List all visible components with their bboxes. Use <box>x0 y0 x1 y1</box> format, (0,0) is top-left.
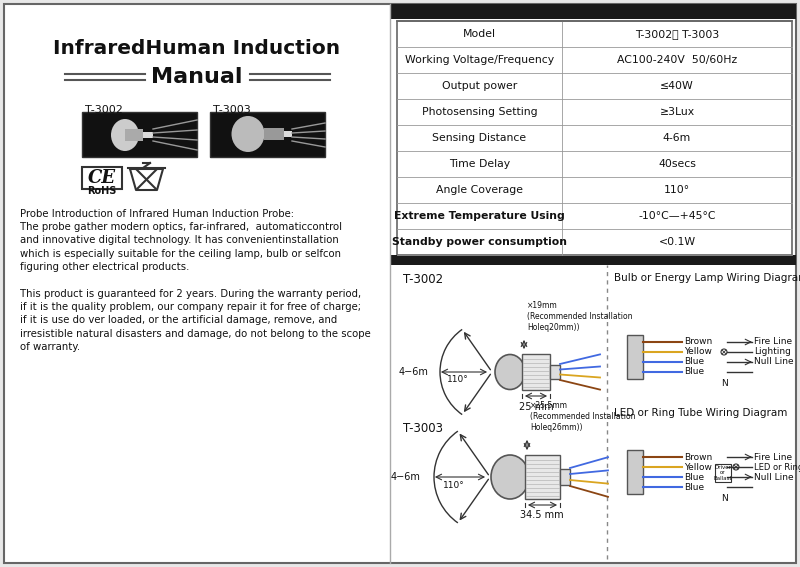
Text: Output power: Output power <box>442 81 517 91</box>
Text: Fire Line: Fire Line <box>754 337 792 346</box>
Ellipse shape <box>495 354 525 390</box>
Text: Model: Model <box>463 29 496 39</box>
Text: CE: CE <box>88 169 116 187</box>
Text: RoHS: RoHS <box>87 186 117 196</box>
Text: Probe Introduction of Infrared Human Induction Probe:
The probe gather modern op: Probe Introduction of Infrared Human Ind… <box>20 209 342 272</box>
FancyBboxPatch shape <box>284 131 292 137</box>
Text: Standby power consumption: Standby power consumption <box>392 237 567 247</box>
Text: Yellow: Yellow <box>684 463 712 472</box>
Text: Yellow: Yellow <box>684 348 712 357</box>
Text: <0.1W: <0.1W <box>658 237 695 247</box>
Text: -10°C—+45°C: -10°C—+45°C <box>638 211 716 221</box>
Text: T-3003: T-3003 <box>213 105 250 115</box>
FancyBboxPatch shape <box>82 167 122 189</box>
Text: 25 mm: 25 mm <box>518 402 554 412</box>
Text: Photosensing Setting: Photosensing Setting <box>422 107 538 117</box>
Text: T-3002: T-3002 <box>403 273 443 286</box>
Text: 4−6m: 4−6m <box>390 472 420 482</box>
FancyBboxPatch shape <box>560 469 570 485</box>
Text: ×25.5mm
(Recommended Installation
Holeq26mm)): ×25.5mm (Recommended Installation Holeq2… <box>530 401 635 432</box>
Text: Sensing Distance: Sensing Distance <box>433 133 526 143</box>
Text: T-3002: T-3002 <box>85 105 123 115</box>
Text: Brown: Brown <box>684 337 712 346</box>
Text: T-3002， T-3003: T-3002， T-3003 <box>635 29 719 39</box>
Text: ≤40W: ≤40W <box>660 81 694 91</box>
Ellipse shape <box>231 116 265 152</box>
Text: Extreme Temperature Using: Extreme Temperature Using <box>394 211 565 221</box>
Text: AC100-240V  50/60Hz: AC100-240V 50/60Hz <box>617 55 737 65</box>
Text: Blue: Blue <box>684 472 704 481</box>
Text: Blue: Blue <box>684 367 704 376</box>
Text: Angle Coverage: Angle Coverage <box>436 185 523 195</box>
FancyBboxPatch shape <box>390 4 796 19</box>
FancyBboxPatch shape <box>397 21 792 255</box>
Text: Driver
or
Ballast: Driver or Ballast <box>714 465 732 481</box>
FancyBboxPatch shape <box>210 112 325 157</box>
Text: Brown: Brown <box>684 452 712 462</box>
Text: 4−6m: 4−6m <box>398 367 428 377</box>
FancyBboxPatch shape <box>715 464 731 482</box>
Text: Time Delay: Time Delay <box>449 159 510 169</box>
Text: Bulb or Energy Lamp Wiring Diagram: Bulb or Energy Lamp Wiring Diagram <box>614 273 800 283</box>
FancyBboxPatch shape <box>522 354 550 390</box>
FancyBboxPatch shape <box>627 335 643 379</box>
Text: 4-6m: 4-6m <box>663 133 691 143</box>
Text: 110°: 110° <box>447 375 469 384</box>
Text: This product is guaranteed for 2 years. During the warranty period,
if it is the: This product is guaranteed for 2 years. … <box>20 289 370 352</box>
FancyBboxPatch shape <box>264 128 284 140</box>
Ellipse shape <box>111 119 139 151</box>
Text: Working Voltage/Frequency: Working Voltage/Frequency <box>405 55 554 65</box>
Circle shape <box>733 464 739 470</box>
FancyBboxPatch shape <box>525 455 560 499</box>
FancyBboxPatch shape <box>125 129 143 141</box>
FancyBboxPatch shape <box>82 112 197 157</box>
FancyBboxPatch shape <box>550 365 560 379</box>
Text: N: N <box>721 379 727 388</box>
FancyBboxPatch shape <box>627 450 643 494</box>
Text: ≥3Lux: ≥3Lux <box>659 107 694 117</box>
FancyBboxPatch shape <box>390 255 796 265</box>
Text: 110°: 110° <box>664 185 690 195</box>
Text: LED or Ring Tube: LED or Ring Tube <box>754 463 800 472</box>
FancyBboxPatch shape <box>143 132 153 138</box>
Text: 40secs: 40secs <box>658 159 696 169</box>
Text: ×19mm
(Recommended Installation
Holeq20mm)): ×19mm (Recommended Installation Holeq20m… <box>527 301 633 332</box>
Text: N: N <box>721 494 727 503</box>
Ellipse shape <box>491 455 529 499</box>
Circle shape <box>721 349 727 355</box>
Text: Blue: Blue <box>684 483 704 492</box>
Text: Null Line: Null Line <box>754 472 794 481</box>
Text: InfraredHuman Induction: InfraredHuman Induction <box>54 40 341 58</box>
Text: Null Line: Null Line <box>754 358 794 366</box>
Text: T-3003: T-3003 <box>403 422 443 435</box>
Text: Blue: Blue <box>684 358 704 366</box>
Text: Fire Line: Fire Line <box>754 452 792 462</box>
Text: Lighting: Lighting <box>754 348 791 357</box>
Text: LED or Ring Tube Wiring Diagram: LED or Ring Tube Wiring Diagram <box>614 408 787 418</box>
Text: 110°: 110° <box>443 481 465 490</box>
FancyBboxPatch shape <box>4 4 796 563</box>
Text: 34.5 mm: 34.5 mm <box>520 510 564 520</box>
Text: Manual: Manual <box>151 67 242 87</box>
